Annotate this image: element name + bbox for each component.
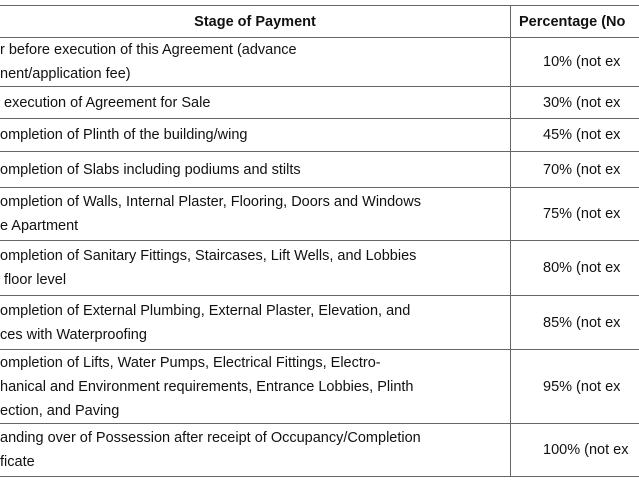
table-row: ompletion of Slabs including podiums and… (0, 151, 639, 187)
stage-text-line: ompletion of Walls, Internal Plaster, Fl… (0, 194, 421, 210)
stage-text-line: nent/application fee) (0, 66, 131, 82)
stage-text-line: hanical and Environment requirements, En… (0, 378, 414, 395)
stage-cell: execution of Agreement for Sale (0, 87, 511, 118)
percentage-cell: 85% (not ex (543, 314, 621, 331)
stage-text-line: ompletion of Slabs including podiums and… (0, 161, 301, 178)
stage-text-line: ection, and Paving (0, 402, 120, 419)
stage-cell: ompletion of Slabs including podiums and… (0, 152, 511, 187)
header-stage-of-payment: Stage of Payment (0, 6, 511, 37)
percentage-cell: 75% (not ex (543, 206, 621, 222)
table-row: ompletion of External Plumbing, External… (0, 295, 639, 349)
header-percentage: Percentage (No (519, 13, 626, 30)
table-row: anding over of Possession after receipt … (0, 423, 639, 477)
percentage-cell: 30% (not ex (543, 94, 621, 111)
stage-text-line: ces with Waterproofing (0, 326, 147, 343)
stage-text-line: anding over of Possession after receipt … (0, 430, 421, 446)
percentage-cell: 45% (not ex (543, 127, 621, 143)
stage-cell: ompletion of Sanitary Fittings, Staircas… (0, 241, 511, 295)
stage-cell: anding over of Possession after receipt … (0, 424, 511, 476)
table-row: ompletion of Walls, Internal Plaster, Fl… (0, 187, 639, 240)
table-row: ompletion of Plinth of the building/wing… (0, 118, 639, 151)
table-row: execution of Agreement for Sale 30% (not … (0, 86, 639, 118)
stage-text-line: e Apartment (0, 218, 79, 234)
percentage-cell: 100% (not ex (543, 442, 629, 458)
stage-cell: ompletion of External Plumbing, External… (0, 296, 511, 349)
stage-text-line: execution of Agreement for Sale (0, 94, 211, 111)
stage-cell: r before execution of this Agreement (ad… (0, 38, 511, 86)
stage-text-line: r before execution of this Agreement (ad… (0, 42, 297, 58)
table-row: ompletion of Lifts, Water Pumps, Electri… (0, 349, 639, 423)
table-row: r before execution of this Agreement (ad… (0, 37, 639, 86)
stage-text-line: ficate (0, 454, 35, 470)
table-row: ompletion of Sanitary Fittings, Staircas… (0, 240, 639, 295)
table-header-row: Stage of Payment Percentage (No (0, 5, 639, 37)
stage-text-line: ompletion of Sanitary Fittings, Staircas… (0, 248, 417, 264)
stage-text-line: ompletion of Plinth of the building/wing (0, 127, 248, 143)
percentage-cell: 95% (not ex (543, 378, 621, 395)
stage-cell: ompletion of Plinth of the building/wing (0, 119, 511, 151)
percentage-cell: 80% (not ex (543, 260, 621, 276)
stage-cell: ompletion of Walls, Internal Plaster, Fl… (0, 188, 511, 240)
percentage-cell: 70% (not ex (543, 161, 621, 178)
stage-text-line: ompletion of Lifts, Water Pumps, Electri… (0, 354, 381, 371)
stage-cell: ompletion of Lifts, Water Pumps, Electri… (0, 350, 511, 423)
stage-text-line: floor level (0, 272, 67, 288)
percentage-cell: 10% (not ex (543, 54, 621, 70)
stage-text-line: ompletion of External Plumbing, External… (0, 302, 411, 319)
